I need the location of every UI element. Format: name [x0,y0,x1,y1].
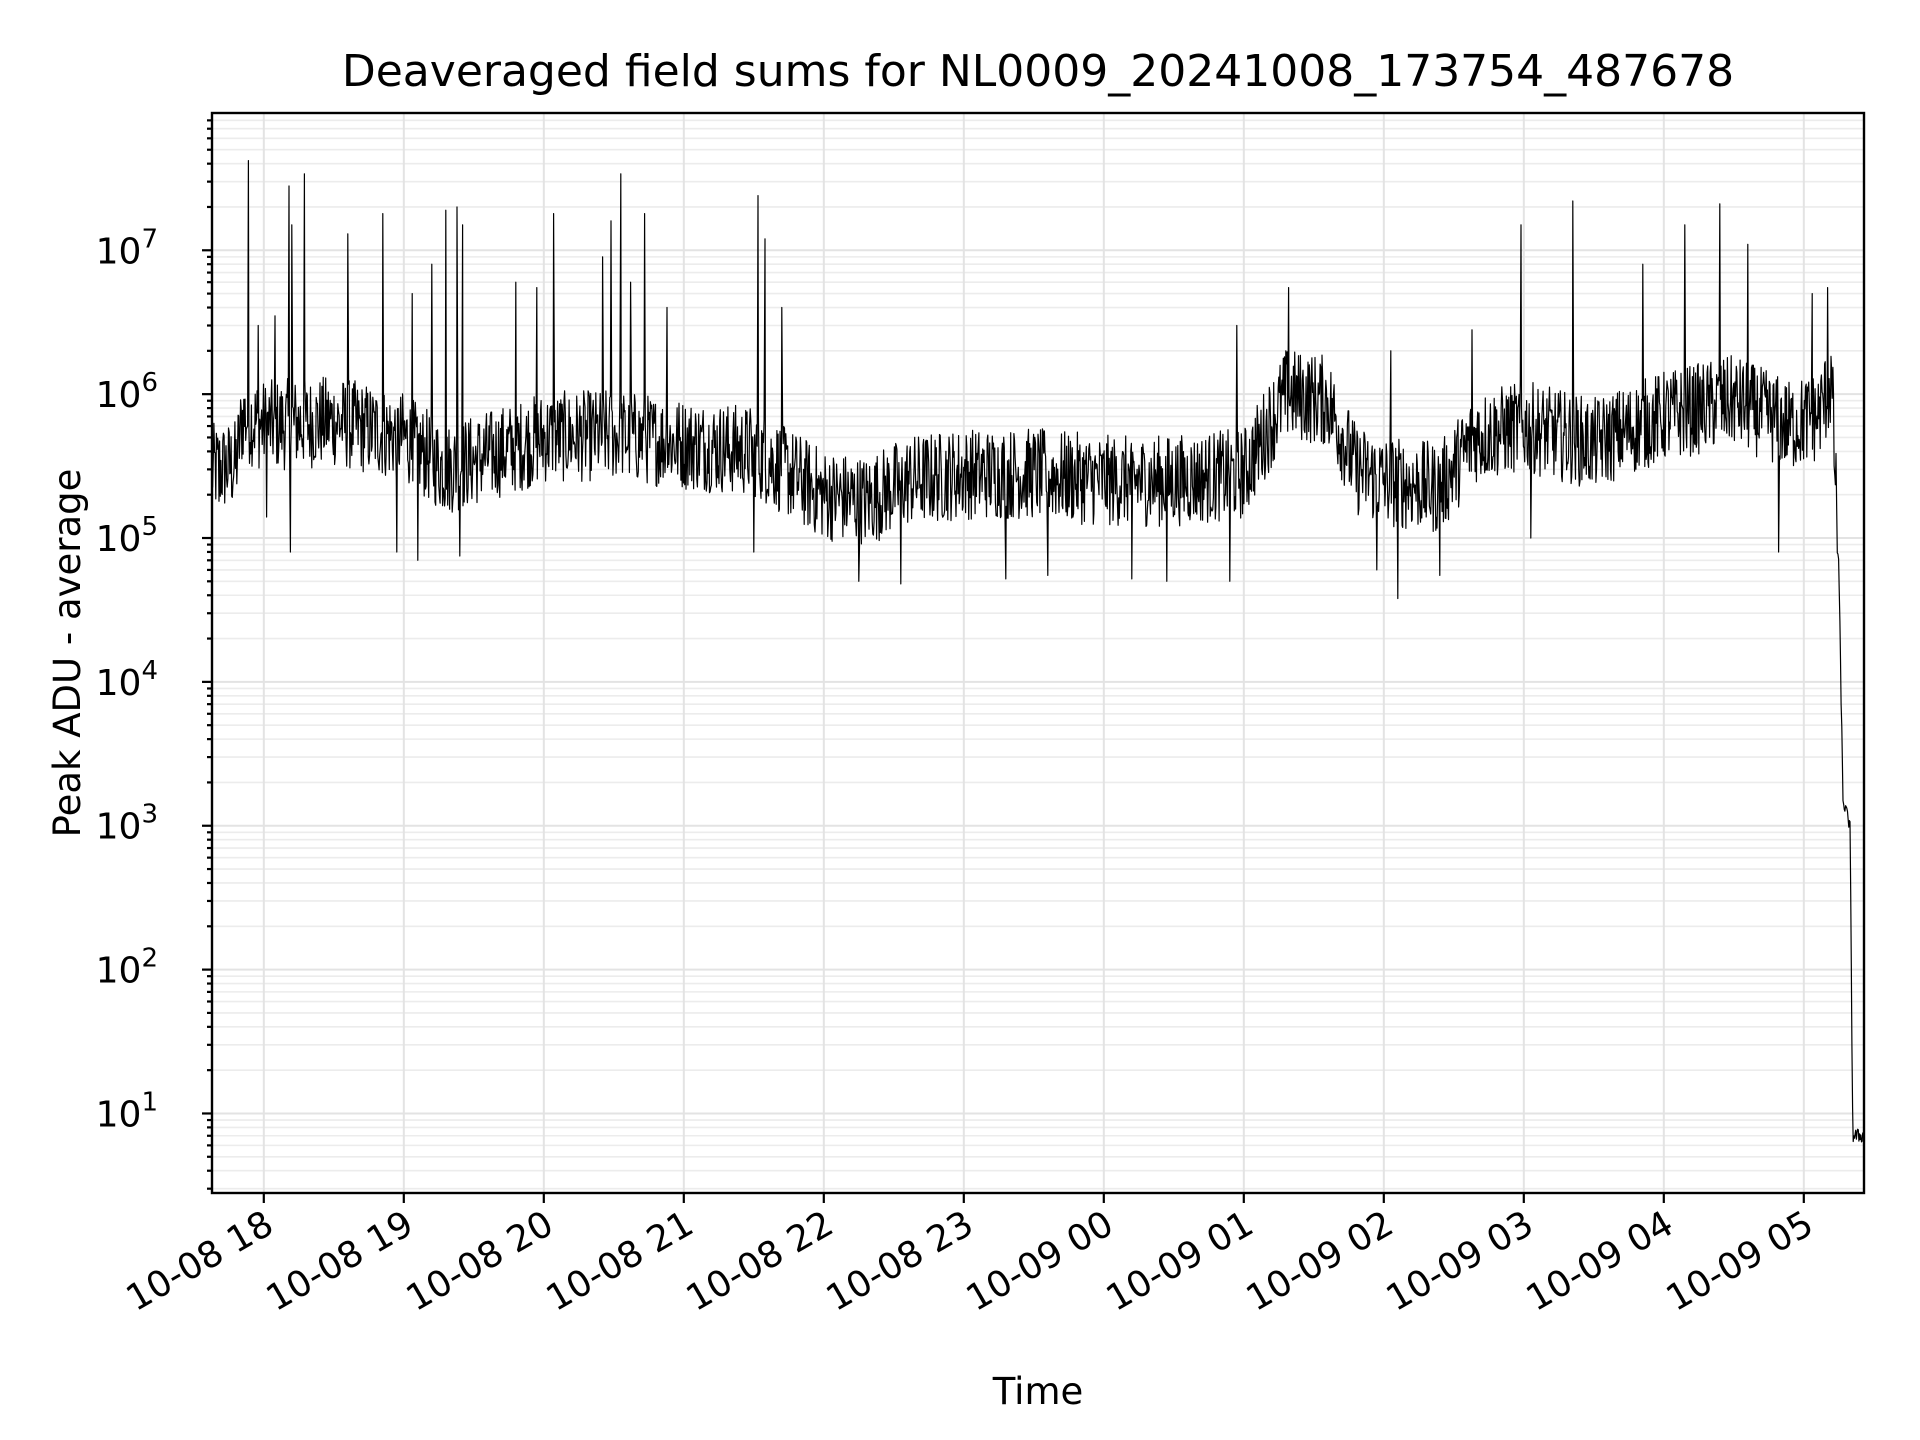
y-tick-exponent: 5 [141,512,158,542]
chart-title: Deaveraged field sums for NL0009_2024100… [342,46,1734,97]
y-axis-label: Peak ADU - average [46,469,89,838]
x-tick-label: 10-08 21 [540,1203,701,1319]
y-tick-label: 101 [96,1087,158,1135]
y-tick-label: 102 [96,944,158,992]
y-tick-label: 106 [96,368,158,416]
x-tick-label: 10-09 01 [1100,1203,1261,1319]
x-tick-label: 10-08 18 [120,1203,281,1319]
y-tick-base: 10 [96,1094,142,1135]
x-tick-label: 10-08 22 [680,1203,841,1319]
x-tick-label: 10-09 03 [1380,1203,1541,1319]
x-axis-label: Time [992,1370,1084,1413]
y-tick-base: 10 [96,807,142,848]
x-tick-label: 10-08 20 [400,1203,561,1319]
y-tick-exponent: 6 [141,368,158,398]
x-tick-label: 10-09 00 [960,1203,1121,1319]
series-line [211,160,1865,1143]
y-tick-exponent: 3 [141,800,158,830]
y-tick-base: 10 [96,519,142,560]
y-tick-base: 10 [96,663,142,704]
axes-frame [210,111,1866,1195]
x-tick-label: 10-09 05 [1660,1203,1821,1319]
y-tick-label: 103 [96,800,158,848]
x-tick-label: 10-09 04 [1520,1203,1681,1319]
y-tick-base: 10 [96,951,142,992]
y-tick-exponent: 4 [141,656,158,686]
y-tick-exponent: 1 [141,1087,158,1117]
y-tick-label: 104 [96,656,158,704]
y-tick-base: 10 [96,231,142,272]
grid [212,113,1864,1193]
y-tick-exponent: 7 [141,224,158,254]
plot-area [211,160,1865,1143]
y-tick-label: 105 [96,512,158,560]
x-tick-label: 10-08 19 [260,1203,421,1319]
y-tick-label: 107 [96,224,158,272]
x-tick-label: 10-08 23 [820,1203,981,1319]
x-tick-label: 10-09 02 [1240,1203,1401,1319]
y-tick-exponent: 2 [141,944,158,974]
y-tick-base: 10 [96,375,142,416]
